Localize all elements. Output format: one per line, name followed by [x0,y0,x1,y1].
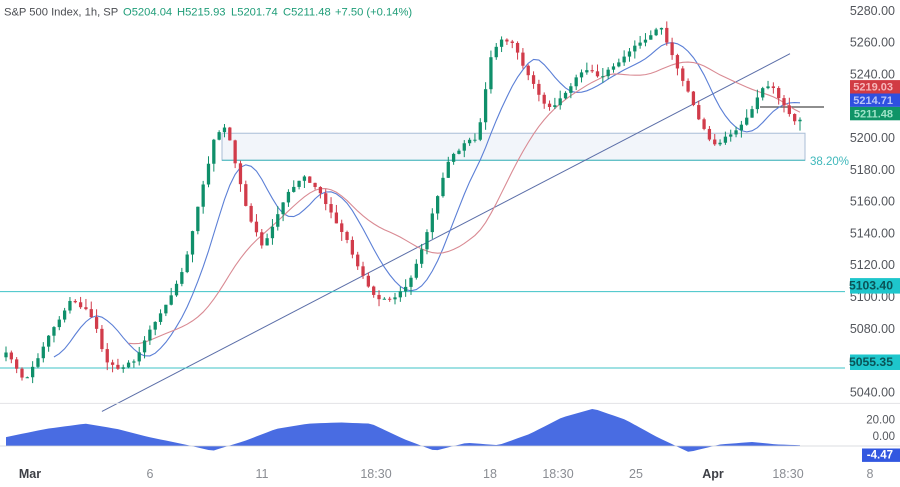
svg-text:38.20%: 38.20% [810,156,849,168]
svg-text:5103.40: 5103.40 [849,279,893,293]
svg-text:5219.03: 5219.03 [853,82,893,94]
svg-text:5120.00: 5120.00 [850,258,895,272]
svg-text:5160.00: 5160.00 [850,195,895,209]
svg-text:L5201.74: L5201.74 [231,7,278,19]
svg-text:C5211.48: C5211.48 [283,7,331,19]
svg-text:20.00: 20.00 [866,415,895,427]
svg-text:-4.47: -4.47 [867,449,893,461]
svg-text:5211.48: 5211.48 [854,108,893,120]
svg-text:5260.00: 5260.00 [850,36,895,50]
svg-text:Apr: Apr [702,467,724,481]
svg-text:11: 11 [256,467,269,481]
svg-text:+7.50 (+0.14%): +7.50 (+0.14%) [335,7,412,19]
svg-text:18: 18 [483,467,497,481]
svg-text:18:30: 18:30 [360,467,391,481]
svg-text:5055.35: 5055.35 [849,355,893,369]
svg-text:5180.00: 5180.00 [850,163,895,177]
svg-text:H5215.93: H5215.93 [177,7,226,19]
svg-text:5214.71: 5214.71 [853,95,893,107]
svg-text:18:30: 18:30 [542,467,573,481]
svg-text:0.00: 0.00 [873,431,895,443]
svg-text:5200.00: 5200.00 [850,131,895,145]
svg-text:18:30: 18:30 [772,467,803,481]
svg-text:5140.00: 5140.00 [850,226,895,240]
svg-text:6: 6 [147,467,154,481]
svg-text:8: 8 [867,467,874,481]
svg-text:5040.00: 5040.00 [850,385,895,399]
svg-text:5280.00: 5280.00 [850,4,895,18]
svg-text:5080.00: 5080.00 [850,322,895,336]
svg-text:O5204.04: O5204.04 [123,7,172,19]
svg-text:S&P 500 Index, 1h, SP: S&P 500 Index, 1h, SP [4,7,118,19]
svg-text:5240.00: 5240.00 [850,67,895,81]
svg-text:Mar: Mar [19,467,41,481]
svg-text:25: 25 [629,467,643,481]
